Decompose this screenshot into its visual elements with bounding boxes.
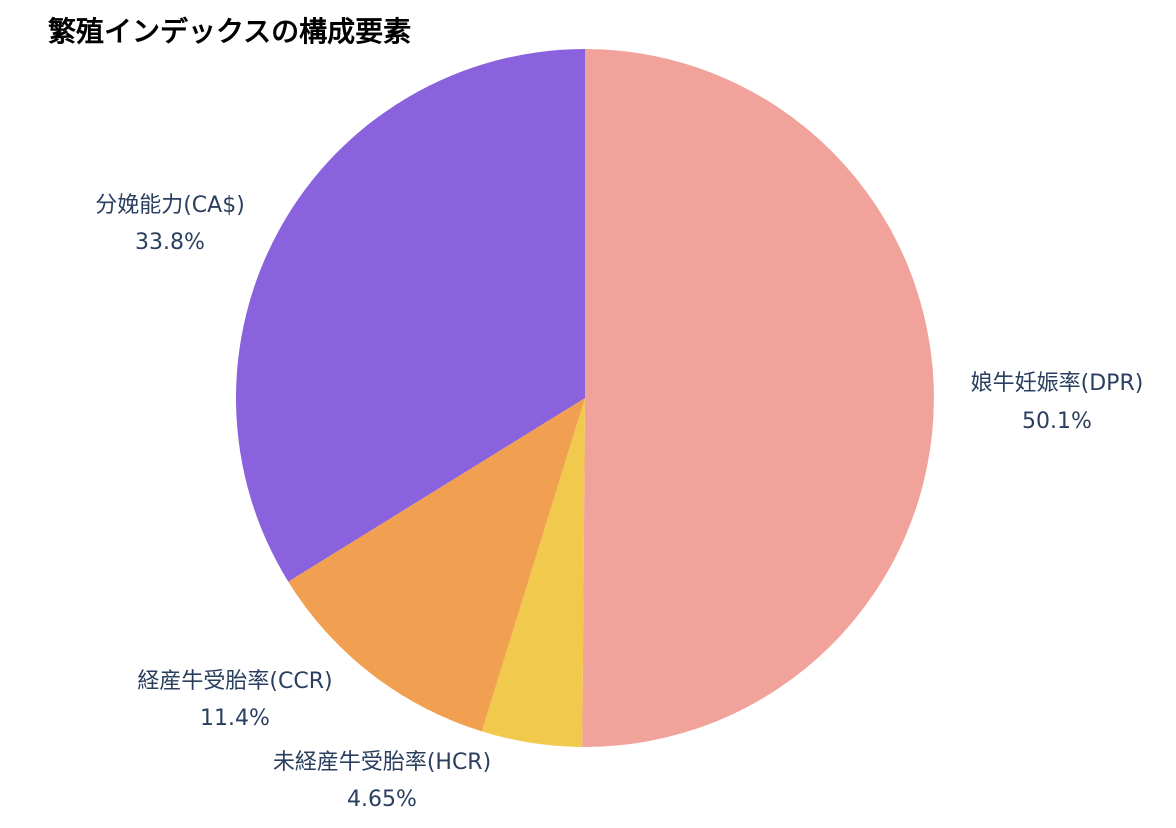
pie-slice[interactable] bbox=[582, 49, 934, 747]
slice-value-label: 4.65% bbox=[347, 787, 417, 812]
slice-label: 経産牛受胎率(CCR) bbox=[137, 669, 332, 694]
pie-labels: 娘牛妊娠率(DPR) 50.1% 未経産牛受胎率(HCR) 4.65% 経産牛受胎率(C… bbox=[95, 193, 1143, 812]
slice-value-label: 50.1% bbox=[1022, 409, 1092, 434]
pie-slice[interactable] bbox=[236, 49, 585, 582]
slice-label: 未経産牛受胎率(HCR) bbox=[273, 750, 491, 775]
slice-value-label: 11.4% bbox=[200, 706, 270, 731]
chart-title: 繁殖インデックスの構成要素 bbox=[48, 15, 412, 48]
pie-slice[interactable] bbox=[481, 398, 585, 747]
pie-slice[interactable] bbox=[288, 398, 585, 732]
pie-slices bbox=[236, 49, 934, 747]
slice-value-label: 33.8% bbox=[135, 230, 205, 255]
slice-label: 娘牛妊娠率(DPR) bbox=[971, 371, 1144, 396]
slice-label: 分娩能力(CA$) bbox=[95, 193, 245, 218]
